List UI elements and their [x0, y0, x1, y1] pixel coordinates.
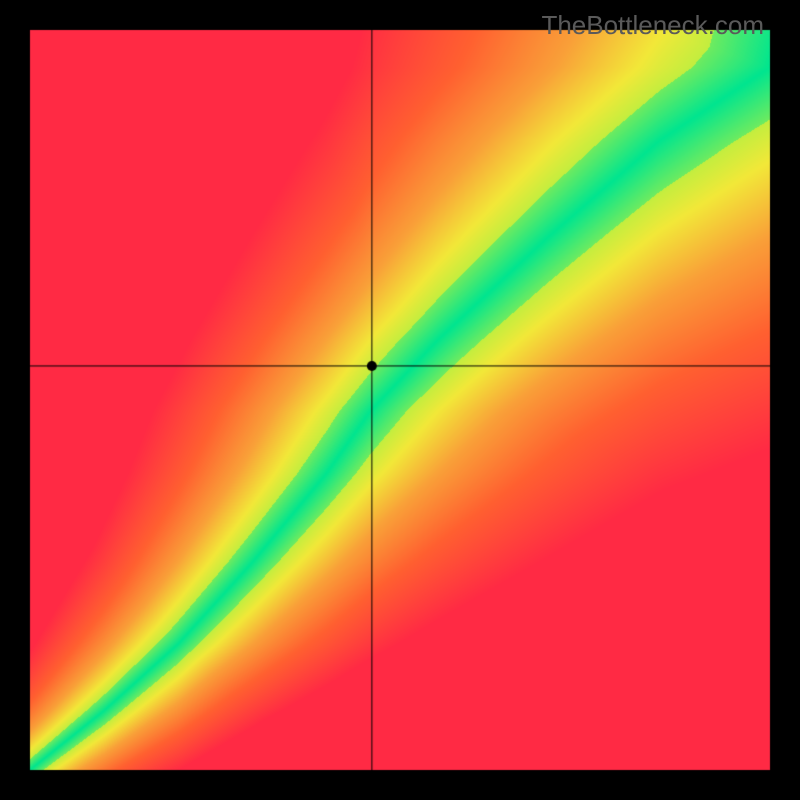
bottleneck-heatmap — [0, 0, 800, 800]
watermark-label: TheBottleneck.com — [541, 10, 764, 41]
